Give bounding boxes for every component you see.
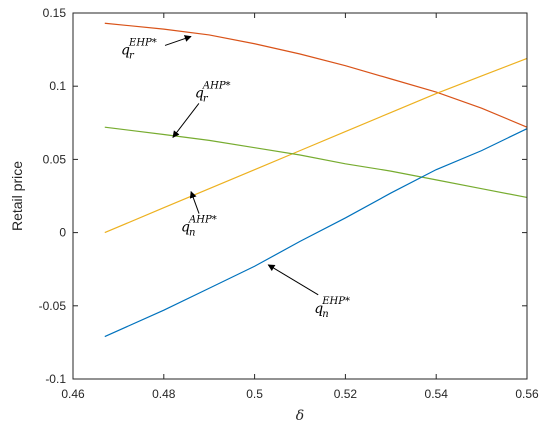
x-tick-label: 0.46: [61, 387, 85, 401]
annotation-arrow: [172, 103, 200, 138]
y-tick-label: 0.05: [43, 152, 67, 166]
x-axis-label: δ: [296, 408, 304, 424]
y-tick-label: -0.1: [45, 372, 66, 386]
plot-area: [73, 13, 527, 379]
annotation-superscript: EHP*: [321, 296, 350, 307]
y-tick-label: -0.05: [39, 299, 67, 313]
plot-frame: [72, 12, 528, 380]
annotation-arrow: [267, 264, 319, 296]
annotation-subscript: r: [129, 50, 135, 61]
annotation-subscript: n: [189, 228, 195, 239]
annotation-superscript: AHP*: [202, 80, 231, 91]
series-line-0: [104, 22, 528, 128]
tick-layer: 0.46 0.48 0.5 0.52 0.54 0.56 -0.1 -0.05 0 0.05 0.1…: [39, 6, 539, 401]
annotation-subscript: n: [322, 309, 328, 320]
x-tick-label: 0.48: [152, 387, 176, 401]
annotation-superscript: AHP*: [188, 215, 217, 226]
annotation-subscript: r: [203, 93, 209, 104]
x-tick-label: 0.5: [246, 387, 263, 401]
annotation-arrow: [189, 190, 200, 214]
series-line-2: [104, 126, 528, 199]
annotation-superscript: EHP*: [128, 37, 157, 48]
x-tick-label: 0.54: [425, 387, 449, 401]
annotation-label: q: [181, 220, 190, 236]
annotation-label: q: [195, 85, 204, 101]
annotation-label: q: [121, 42, 130, 58]
y-axis-label: Retail price: [9, 161, 25, 231]
x-tick-label: 0.56: [515, 387, 539, 401]
series-line-1: [104, 57, 528, 234]
series-layer: [104, 22, 528, 338]
y-tick-label: 0: [59, 226, 66, 240]
x-tick-label: 0.52: [334, 387, 358, 401]
y-tick-label: 0.1: [49, 79, 66, 93]
y-tick-label: 0.15: [43, 6, 67, 20]
series-line-3: [104, 128, 528, 338]
annotation-label: q: [314, 301, 323, 317]
annotation-arrow: [164, 35, 192, 46]
